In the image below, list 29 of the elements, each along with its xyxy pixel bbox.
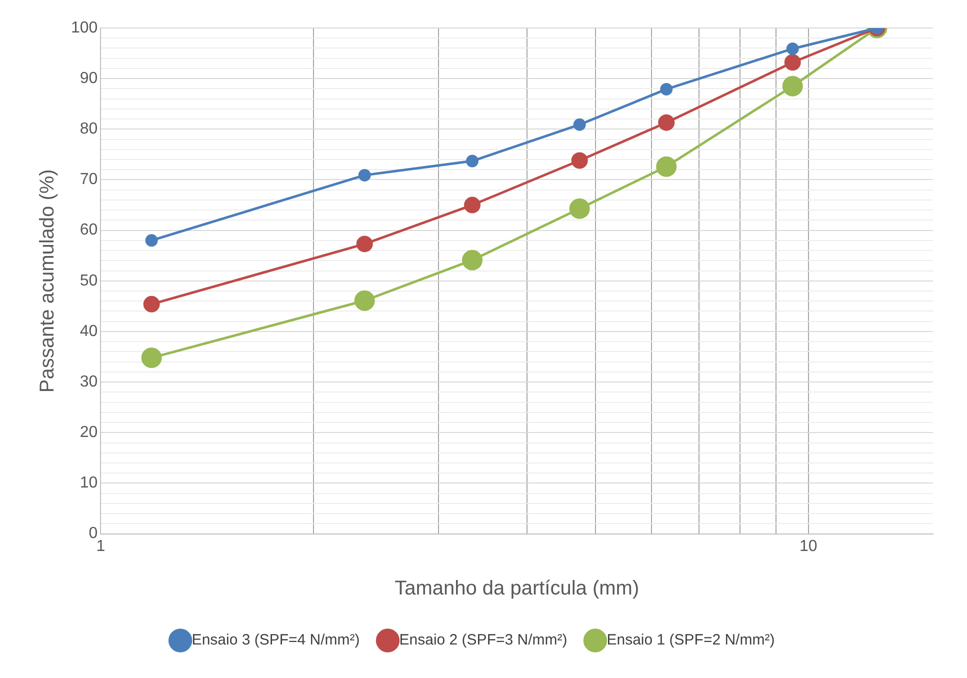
x-axis-title: Tamanho da partícula (mm) xyxy=(394,578,640,600)
y-tick-label: 50 xyxy=(80,272,98,290)
point xyxy=(354,290,375,311)
y-tick-label: 20 xyxy=(80,424,98,442)
y-tick-label: 70 xyxy=(80,171,98,188)
y-tick-label: 30 xyxy=(80,373,98,390)
y-tick-label: 60 xyxy=(80,222,98,239)
y-tick-label: 40 xyxy=(80,322,98,340)
point xyxy=(462,250,483,270)
point xyxy=(358,168,371,182)
point xyxy=(784,54,801,71)
point xyxy=(356,236,373,252)
y-axis-title: Passante acumulado (%) xyxy=(36,169,59,393)
legend-label: Ensaio 1 (SPF=2 N/mm²) xyxy=(606,632,775,649)
x-tick-label: 1 xyxy=(96,538,106,555)
y-tick-label: 0 xyxy=(88,525,98,542)
point xyxy=(571,152,588,169)
y-tick-label: 80 xyxy=(80,120,98,138)
legend-label: Ensaio 3 (SPF=4 N/mm²) xyxy=(192,632,360,649)
point xyxy=(786,42,799,55)
point xyxy=(573,118,586,131)
point xyxy=(569,198,590,219)
point xyxy=(782,76,803,96)
y-tick-label: 10 xyxy=(80,474,98,492)
point xyxy=(466,154,479,168)
y-tick-label: 90 xyxy=(80,70,98,87)
y-tick-label: 100 xyxy=(70,19,98,36)
legend-label: Ensaio 2 (SPF=3 N/mm²) xyxy=(399,632,568,649)
point xyxy=(464,196,481,214)
